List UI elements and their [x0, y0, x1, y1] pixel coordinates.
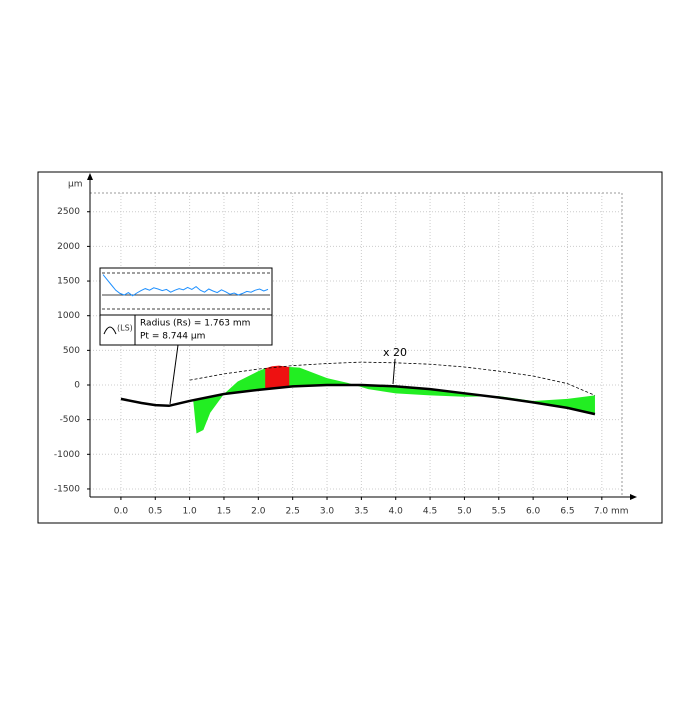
y-tick-label: -1000 — [54, 450, 80, 460]
magnification-label: x 20 — [383, 346, 407, 359]
x-tick-label: 5.0 — [457, 507, 472, 517]
y-tick-label: -500 — [60, 415, 81, 425]
x-tick-label: 0.0 — [114, 507, 129, 517]
x-tick-label: 5.5 — [492, 507, 506, 517]
deviation-area — [193, 366, 595, 434]
y-tick-label: 500 — [63, 346, 80, 356]
radius-text: Radius (Rs) = 1.763 mm — [140, 319, 250, 329]
pt-text: Pt = 8.744 µm — [140, 332, 205, 342]
x-tick-label: 4.5 — [423, 507, 437, 517]
y-tick-label: 1500 — [57, 277, 80, 287]
leader-line — [392, 358, 396, 385]
y-tick-label: 0 — [74, 381, 80, 391]
leader-line — [169, 344, 179, 405]
x-tick-label: 2.5 — [286, 507, 300, 517]
tolerance-curve — [189, 361, 596, 396]
filter-icon — [103, 326, 117, 335]
x-tick-label: 3.0 — [320, 507, 335, 517]
x-tick-label: 6.0 — [526, 507, 541, 517]
x-tick-label: 7.0 mm — [594, 507, 629, 517]
x-tick-label: 4.0 — [389, 507, 404, 517]
out-of-tolerance-area — [265, 365, 290, 390]
x-axis-arrow — [630, 494, 637, 500]
y-tick-label: -1500 — [54, 484, 80, 494]
y-axis-label: µm — [68, 180, 83, 190]
x-tick-label: 3.5 — [354, 507, 368, 517]
x-tick-label: 1.0 — [182, 507, 197, 517]
profile-line — [120, 383, 596, 416]
filter-label: (LS) — [117, 324, 133, 333]
inset-box — [99, 267, 273, 346]
x-tick-label: 1.5 — [217, 507, 231, 517]
x-tick-label: 6.5 — [560, 507, 574, 517]
frame — [37, 171, 663, 524]
x-tick-label: 2.0 — [251, 507, 266, 517]
inset-profile — [102, 274, 269, 297]
y-axis-arrow — [87, 173, 93, 180]
y-tick-label: 2500 — [57, 207, 80, 217]
x-tick-label: 0.5 — [148, 507, 162, 517]
y-tick-label: 2000 — [57, 242, 80, 252]
y-tick-label: 1000 — [57, 311, 80, 321]
